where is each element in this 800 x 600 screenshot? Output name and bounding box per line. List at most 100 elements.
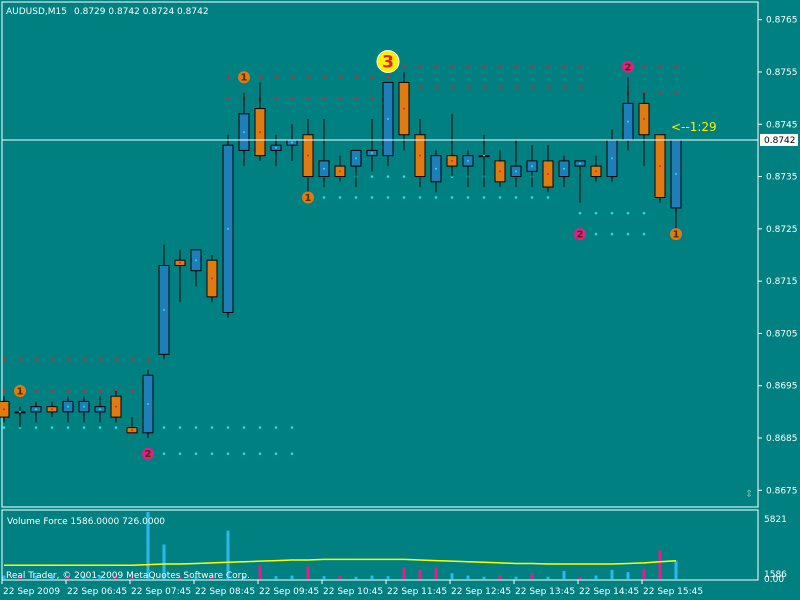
price-axis-label: 0.8765 (766, 16, 798, 26)
time-axis-label: 22 Sep 12:45 (451, 587, 511, 597)
volume-bar (34, 575, 38, 579)
volume-bar (402, 567, 406, 579)
volume-bar (162, 544, 166, 579)
candle (190, 249, 202, 287)
volume-bar (226, 530, 230, 579)
candle (526, 145, 538, 188)
resistance-dot (434, 86, 438, 89)
indicator-panel-frame (1, 509, 759, 581)
support-dot (642, 232, 646, 236)
time-axis-label: 22 Sep 10:45 (323, 587, 383, 597)
volume-bar (498, 575, 502, 579)
candle (654, 134, 666, 203)
wave-marker-label: 1 (17, 386, 24, 397)
volume-bar (658, 550, 662, 579)
resistance-dot (434, 65, 438, 69)
support-dot (370, 196, 374, 199)
resistance-dot (82, 358, 86, 361)
volume-bar (114, 575, 118, 579)
price-axis: 0.8765 0.8755 0.8745 0.8735 0.8725 0.8715 0.87… (758, 16, 798, 496)
candle-center-dot (259, 131, 261, 134)
wave-marker: 1 (14, 384, 26, 397)
resistance-dot (82, 389, 86, 393)
resistance-dot (418, 65, 422, 69)
resistance-dot (226, 96, 230, 100)
candle-center-dot (435, 167, 437, 170)
candle (478, 134, 490, 188)
resistance-dot (98, 358, 102, 361)
candle (494, 150, 506, 188)
support-dot (274, 452, 278, 456)
candle-center-dot (643, 118, 645, 121)
candle (318, 119, 330, 188)
resistance-dot (354, 96, 358, 100)
resistance-dot (562, 86, 566, 89)
volume-bar (562, 570, 566, 579)
candle-center-dot (595, 170, 597, 173)
candle (334, 155, 346, 182)
time-axis-label: 22 Sep 11:45 (387, 587, 447, 597)
wave-marker-label: 1 (241, 73, 248, 84)
wave-marker: 2 (574, 228, 586, 241)
volume-bar (434, 567, 438, 579)
wave-marker-label: 1 (673, 230, 680, 241)
time-axis-label: 22 Sep 15:45 (643, 587, 703, 597)
volume-bar (530, 573, 534, 579)
ohlc-readout: 0.8729 0.8742 0.8724 0.8742 (74, 7, 209, 17)
candle-center-dot (403, 107, 405, 110)
wave-marker-label: 2 (577, 230, 584, 241)
resistance-dot (114, 358, 118, 361)
support-dot (210, 426, 214, 429)
wave-marker-circle (622, 60, 634, 73)
wave-marker-circle (142, 447, 154, 460)
support-dot (338, 196, 342, 199)
support-dot (626, 211, 630, 215)
candle (382, 81, 394, 167)
resistance-dot (498, 86, 502, 89)
support-dot (226, 452, 230, 456)
chart-shift-icon[interactable]: ⇕ (745, 489, 753, 500)
support-dot (402, 196, 406, 199)
support-dot (66, 426, 70, 429)
time-axis-label: 22 Sep 06:45 (67, 587, 127, 597)
candle (126, 417, 138, 434)
candle (46, 401, 58, 418)
support-dot (322, 196, 326, 199)
volume-bar (274, 576, 278, 579)
resistance-dot (370, 75, 374, 79)
support-dot (226, 426, 230, 429)
candle-center-dot (323, 167, 325, 170)
candle (158, 244, 170, 360)
support-dot (258, 452, 262, 456)
candle-center-dot (483, 154, 485, 157)
support-dot (258, 426, 262, 429)
support-dot (82, 426, 86, 429)
candle-center-dot (419, 154, 421, 157)
resistance-dot (258, 75, 262, 79)
candle-center-dot (515, 170, 517, 173)
support-dot (162, 452, 166, 456)
wave-marker: 3 (376, 50, 400, 74)
resistance-dot (338, 96, 342, 100)
resistance-dot (274, 96, 278, 100)
time-axis-label: 22 Sep 14:45 (579, 587, 639, 597)
resistance-dot (450, 65, 454, 69)
candle (558, 155, 570, 188)
indicator-scale-mid: 1586 (764, 570, 787, 580)
resistance-dot (546, 86, 550, 89)
candle-center-dot (179, 261, 181, 264)
candle (366, 119, 378, 172)
volume-bar (674, 560, 678, 579)
candle (30, 401, 42, 423)
resistance-dot (498, 65, 502, 69)
support-dot (434, 196, 438, 199)
candle-center-dot (211, 277, 213, 280)
candle-center-dot (99, 408, 101, 411)
candle (142, 370, 154, 439)
support-dot (194, 452, 198, 456)
candle-center-dot (35, 408, 37, 411)
resistance-dot (130, 389, 134, 393)
volume-bar (578, 576, 582, 579)
candle-center-dot (547, 172, 549, 175)
